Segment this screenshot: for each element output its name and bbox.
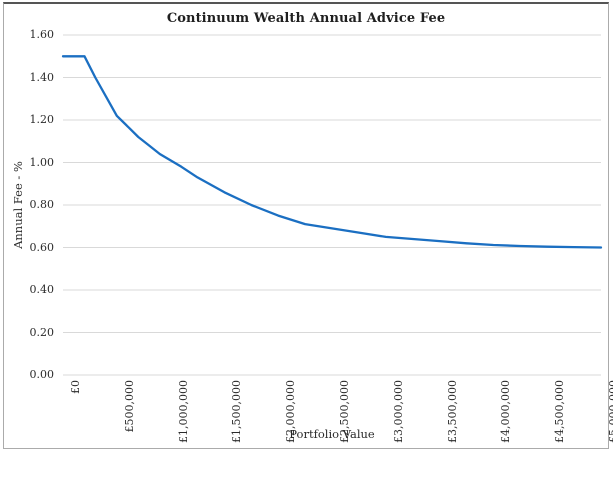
y-tick-label: 1.20: [29, 113, 55, 126]
x-tick-label: £500,000: [122, 380, 136, 433]
y-tick-label: 1.60: [29, 28, 55, 41]
y-tick-label: 0.20: [29, 325, 55, 339]
chart-title: Continuum Wealth Annual Advice Fee: [166, 11, 446, 26]
plot-area: [61, 34, 603, 376]
y-tick-label: 0.00: [29, 368, 55, 381]
x-tick-label: £5,000,000: [607, 380, 613, 443]
y-tick-label: 0.80: [29, 198, 55, 211]
y-tick-label: 0.40: [29, 283, 55, 296]
fee-line-series: [61, 55, 603, 249]
y-tick-label: 1.40: [29, 70, 55, 84]
y-tick-label: 1.00: [29, 155, 55, 169]
x-axis-title: Portfolio Value: [289, 427, 375, 441]
y-tick-label: 0.60: [29, 240, 55, 254]
y-axis-title: Annual Fee - %: [11, 161, 25, 249]
chart-canvas: Continuum Wealth Annual Advice Fee 1.60 1…: [3, 2, 613, 449]
x-tick-label: £0: [69, 380, 82, 394]
